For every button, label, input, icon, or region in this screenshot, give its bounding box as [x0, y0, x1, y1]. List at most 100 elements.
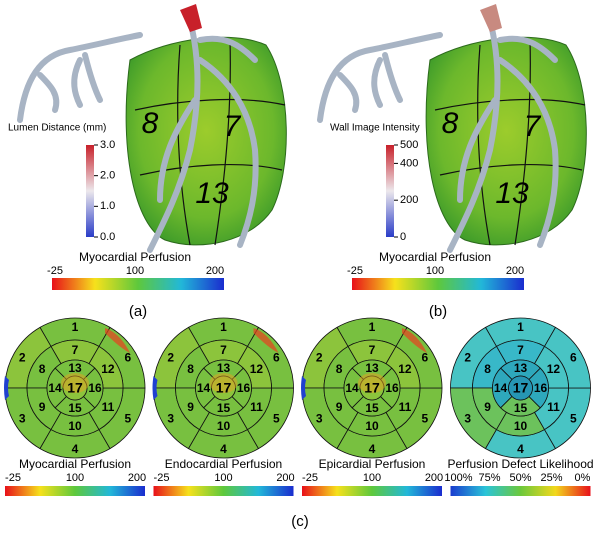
segment-label: 6 — [570, 351, 577, 365]
segment-label: 11 — [102, 400, 115, 414]
tick-label: 500 — [400, 139, 418, 151]
vessel-tip — [180, 4, 202, 32]
segment-label: 9 — [39, 400, 46, 414]
segment-label: 9 — [336, 400, 343, 414]
segment-label: 2 — [464, 351, 471, 365]
vessel — [497, 57, 559, 248]
tick-label: 75% — [478, 472, 500, 484]
tick-label: -25 — [347, 265, 363, 277]
segment-label: 12 — [101, 362, 115, 376]
segment-label: 5 — [421, 412, 428, 426]
segment-label: 8 — [484, 362, 491, 376]
tick-label: -25 — [5, 472, 21, 484]
heart-surface — [425, 36, 587, 246]
segment-label: 8 — [442, 107, 459, 140]
segment-label: 16 — [88, 381, 102, 395]
tick-label: -25 — [302, 472, 318, 484]
tick-label: 100% — [444, 472, 472, 484]
segment-border — [439, 163, 583, 176]
defect-patch — [105, 328, 130, 353]
segment-label: 7 — [517, 343, 524, 357]
tick-label: 0.0 — [100, 231, 115, 243]
scale-label: Epicardial Perfusion — [319, 457, 426, 471]
color-bar — [386, 145, 394, 237]
segment-label: 14 — [197, 381, 211, 395]
segment-label: 13 — [495, 177, 529, 210]
segment-label: 5 — [273, 412, 280, 426]
scale-label: Myocardial Perfusion — [379, 250, 491, 264]
vessel — [147, 17, 201, 253]
tick-label: 200 — [128, 472, 146, 484]
scale-label: Lumen Distance (mm) — [8, 123, 106, 134]
vessel — [71, 57, 83, 108]
segment-label: 7 — [224, 110, 242, 143]
vessel — [197, 57, 259, 248]
segment-label: 8 — [187, 362, 194, 376]
defect-patch — [402, 328, 427, 353]
segment-label: 1 — [517, 320, 524, 334]
vessel — [157, 97, 198, 203]
segment-label: 1 — [72, 320, 79, 334]
segment-label: 15 — [68, 401, 82, 415]
segment-label: 17 — [513, 380, 529, 396]
defect-patch — [61, 373, 89, 393]
segment-label: 1 — [220, 320, 227, 334]
segment-label: 15 — [365, 401, 379, 415]
tick-label: 100 — [426, 265, 444, 277]
vessel — [457, 97, 498, 203]
segment-label: 3 — [19, 412, 26, 426]
segment-label: 3 — [464, 412, 471, 426]
caption: (b) — [429, 303, 447, 320]
tick-label: 200 — [206, 265, 224, 277]
segment-label: 7 — [220, 343, 227, 357]
segment-label: 15 — [217, 401, 231, 415]
tick-label: 100 — [363, 472, 381, 484]
scale-label: Wall Image Intensity — [330, 123, 420, 134]
segment-label: 4 — [72, 442, 79, 456]
segment-label: 10 — [514, 419, 528, 433]
defect-patch — [358, 373, 386, 393]
segment-label: 6 — [273, 351, 280, 365]
segment-label: 7 — [524, 110, 542, 143]
color-bar — [352, 278, 524, 290]
edge-patch — [152, 376, 158, 400]
segment-label: 13 — [68, 361, 82, 375]
color-bar — [450, 486, 591, 496]
vessel-tip — [480, 4, 502, 32]
segment-label: 17 — [67, 380, 83, 396]
segment-border — [214, 39, 231, 246]
segment-border — [177, 44, 191, 246]
segment-label: 11 — [547, 400, 560, 414]
segment-border — [477, 44, 491, 246]
defect-patch — [209, 373, 238, 393]
edge-patch — [301, 376, 306, 400]
segment-label: 9 — [484, 400, 491, 414]
segment-label: 8 — [336, 362, 343, 376]
scale-label: Myocardial Perfusion — [79, 250, 191, 264]
segment-label: 4 — [517, 442, 524, 456]
tick-label: -25 — [47, 265, 63, 277]
heart-panel: 8 7 13 Lumen Distance (mm) 3.0 2.0 1.0 0.0 Myoca… — [8, 4, 287, 320]
segment-label: 3 — [316, 412, 323, 426]
tick-label: 200 — [276, 472, 294, 484]
tick-label: 50% — [509, 472, 531, 484]
tick-label: 25% — [540, 472, 562, 484]
tick-label: 200 — [506, 265, 524, 277]
segment-label: 2 — [19, 351, 26, 365]
vessel — [382, 52, 403, 103]
vessel — [447, 17, 501, 253]
segment-label: 14 — [345, 381, 359, 395]
segment-label: 14 — [48, 381, 62, 395]
tick-label: 100 — [214, 472, 232, 484]
color-bar — [52, 278, 224, 290]
heart-surface — [125, 36, 287, 246]
defect-patch — [253, 328, 279, 353]
heart-panel: 8 7 13 Wall Image Intensity 500 400 200 0 Myocar… — [317, 4, 587, 320]
segment-border — [434, 98, 586, 111]
vessel — [497, 35, 558, 63]
